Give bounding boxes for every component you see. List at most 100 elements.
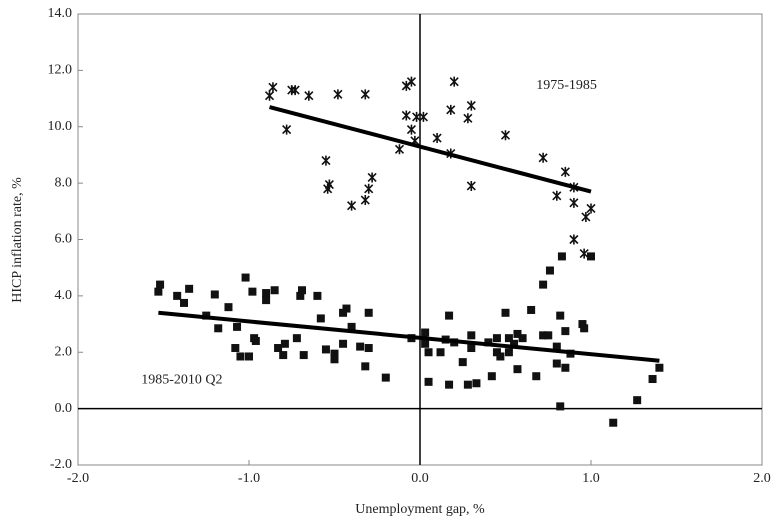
square-point — [504, 348, 513, 357]
asterisk-point — [282, 124, 292, 135]
square-point — [492, 348, 501, 357]
square-point — [557, 252, 566, 261]
square-point — [347, 322, 356, 331]
square-point — [436, 348, 445, 357]
asterisk-point — [321, 155, 331, 166]
square-point — [527, 305, 536, 314]
square-point — [578, 320, 587, 329]
y-tick-label: 6.0 — [55, 232, 73, 247]
square-point — [463, 380, 472, 389]
square-point — [556, 311, 565, 320]
y-tick-label: 8.0 — [55, 175, 73, 190]
square-point — [279, 351, 288, 360]
square-point — [262, 296, 271, 305]
square-point — [532, 372, 541, 381]
square-point — [154, 287, 163, 296]
y-tick-label: 12.0 — [48, 63, 73, 78]
asterisk-point — [463, 113, 473, 124]
square-point — [472, 379, 481, 388]
square-point — [467, 331, 476, 340]
square-point — [518, 334, 527, 343]
square-point — [504, 334, 513, 343]
square-point — [424, 348, 433, 357]
square-point — [556, 402, 565, 411]
square-point — [513, 365, 522, 374]
square-point — [231, 344, 240, 353]
asterisk-point — [406, 124, 417, 135]
square-point — [180, 298, 189, 307]
asterisk-point — [466, 100, 476, 111]
x-tick-label: 1.0 — [582, 471, 600, 486]
square-point — [236, 352, 245, 361]
square-point — [292, 334, 301, 343]
square-point — [424, 377, 433, 386]
square-point — [587, 252, 595, 261]
asterisk-point — [364, 183, 374, 194]
square-point — [539, 331, 548, 340]
square-point — [561, 327, 570, 336]
x-tick-label: -2.0 — [67, 471, 89, 486]
asterisk-point — [552, 190, 562, 201]
square-point — [214, 324, 223, 333]
asterisk-point — [304, 90, 314, 101]
y-tick-label: 0.0 — [55, 401, 73, 416]
square-point — [487, 372, 496, 381]
x-axis-label: Unemployment gap, % — [355, 502, 485, 517]
asterisk-point — [418, 111, 428, 122]
asterisk-point — [360, 195, 370, 206]
square-point — [545, 266, 554, 275]
square-point — [633, 396, 642, 405]
square-point — [421, 328, 430, 337]
square-point — [185, 284, 194, 293]
square-point — [251, 336, 260, 345]
trend-line — [269, 105, 592, 194]
square-point — [233, 322, 242, 331]
square-point — [342, 304, 351, 313]
asterisk-point — [264, 90, 275, 101]
asterisk-point — [569, 197, 579, 208]
y-tick-label: -2.0 — [50, 457, 72, 472]
square-point — [296, 291, 305, 300]
asterisk-point — [569, 234, 579, 245]
square-point — [313, 291, 322, 300]
square-point — [280, 339, 289, 348]
asterisk-point — [367, 172, 377, 183]
asterisk-point — [324, 179, 334, 190]
asterisk-point — [401, 80, 411, 91]
y-tick-label: 14.0 — [48, 6, 73, 21]
square-point — [262, 289, 271, 298]
square-point — [245, 352, 253, 361]
square-point — [321, 345, 330, 354]
asterisk-point — [579, 248, 589, 259]
square-point — [224, 303, 233, 312]
square-point — [496, 352, 505, 361]
asterisk-point — [406, 76, 417, 87]
asterisk-point — [432, 133, 442, 144]
asterisk-point — [394, 144, 405, 155]
asterisk-point — [586, 203, 596, 214]
square-point — [364, 308, 373, 317]
square-point — [655, 363, 664, 372]
square-point — [539, 280, 548, 289]
asterisk-point — [360, 89, 370, 100]
square-point — [552, 359, 561, 368]
square-point — [648, 375, 657, 384]
square-point — [458, 358, 467, 367]
trend-line — [158, 310, 660, 363]
square-point — [210, 290, 219, 299]
square-point — [361, 362, 370, 371]
x-tick-label: 0.0 — [411, 471, 429, 486]
asterisk-point — [347, 200, 357, 211]
square-point — [356, 342, 365, 351]
square-point — [501, 308, 510, 317]
square-point — [445, 311, 454, 320]
square-point — [467, 344, 476, 353]
square-point — [381, 373, 390, 382]
square-point — [330, 355, 339, 364]
y-tick-label: 4.0 — [55, 288, 73, 303]
square-point — [544, 331, 553, 340]
square-point — [339, 339, 348, 348]
square-point — [445, 380, 454, 389]
y-tick-label: 2.0 — [55, 344, 73, 359]
